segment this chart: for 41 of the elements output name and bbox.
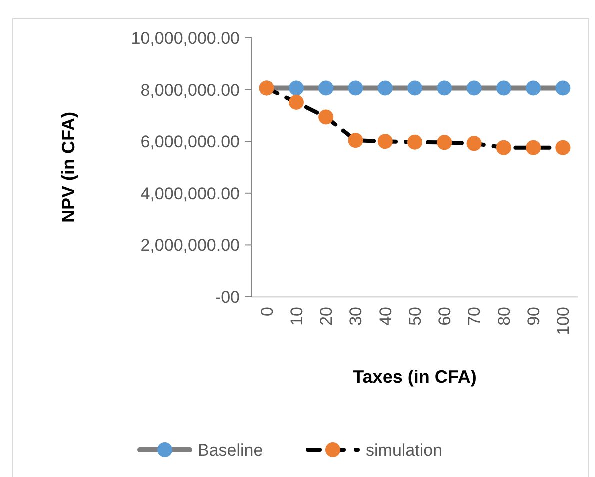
point [288, 80, 304, 96]
point [526, 80, 542, 96]
point [378, 134, 393, 150]
x-axis-title: Taxes (in CFA) [353, 367, 477, 387]
point [408, 134, 422, 150]
y-tick-label: 4,000,000.00 [140, 184, 240, 204]
x-tick-label: 50 [406, 307, 425, 326]
y-tick-label: 6,000,000.00 [140, 132, 240, 152]
point [437, 80, 452, 96]
point [348, 80, 364, 96]
point [318, 80, 334, 96]
x-tick-label: 70 [465, 307, 484, 326]
point [437, 135, 452, 150]
x-tick-label: 10 [287, 307, 306, 326]
x-tick-label: 40 [376, 307, 396, 326]
point [288, 95, 304, 110]
x-tick-label: 80 [494, 307, 514, 326]
legend-label: simulation [366, 440, 443, 460]
y-tick-label: 2,000,000.00 [140, 236, 240, 256]
x-tick-label: 30 [346, 307, 366, 326]
y-tick-label: 10,000,000.00 [131, 28, 240, 48]
point [466, 136, 482, 152]
x-tick-label: 60 [436, 307, 455, 326]
y-axis-title: NPV (in CFA) [58, 112, 78, 223]
point [526, 140, 542, 156]
point [496, 80, 512, 96]
point [318, 110, 334, 125]
x-tick-label: 20 [317, 307, 336, 326]
point [556, 140, 571, 156]
point [378, 80, 393, 96]
x-tick-label: 100 [554, 307, 574, 336]
x-tick-label: 0 [258, 307, 277, 316]
point [348, 133, 364, 148]
point [496, 140, 512, 156]
y-tick-label: -00 [215, 288, 240, 307]
x-tick-label: 90 [524, 307, 544, 326]
legend-label: Baseline [198, 440, 264, 460]
point [408, 80, 422, 96]
y-tick-label: 8,000,000.00 [140, 80, 240, 100]
point [556, 80, 571, 96]
point [466, 80, 482, 96]
